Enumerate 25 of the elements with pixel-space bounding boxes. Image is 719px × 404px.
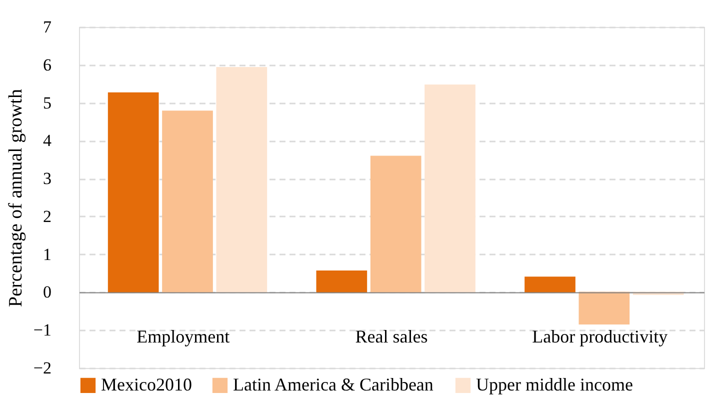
- legend-label: Latin America & Caribbean: [233, 374, 434, 394]
- bar: [162, 110, 213, 293]
- y-tick-label: 6: [43, 55, 52, 74]
- y-tick-label: 7: [43, 18, 52, 36]
- x-tick-label: Employment: [136, 326, 230, 347]
- bar: [316, 270, 368, 293]
- y-tick-label: 0: [43, 282, 52, 302]
- y-tick-label: −1: [33, 320, 52, 340]
- y-tick-label: 2: [43, 206, 52, 226]
- y-tick-label: 4: [43, 131, 52, 150]
- x-tick-label: Real sales: [355, 326, 428, 347]
- bar: [578, 292, 630, 325]
- y-axis-title: Percentage of annual growth: [5, 88, 26, 307]
- legend-label: Mexico2010: [101, 374, 192, 394]
- bar: [424, 84, 476, 293]
- bar: [370, 156, 422, 293]
- y-tick-label: 3: [43, 169, 52, 188]
- bar: [216, 67, 268, 293]
- y-tick-label: −2: [33, 358, 52, 378]
- y-tick-label: 5: [43, 93, 52, 112]
- x-tick-label: Labor productivity: [532, 326, 668, 347]
- bar: [108, 92, 159, 293]
- bar: [524, 276, 576, 293]
- y-tick-label: 1: [43, 244, 52, 264]
- legend-label: Upper middle income: [476, 374, 633, 394]
